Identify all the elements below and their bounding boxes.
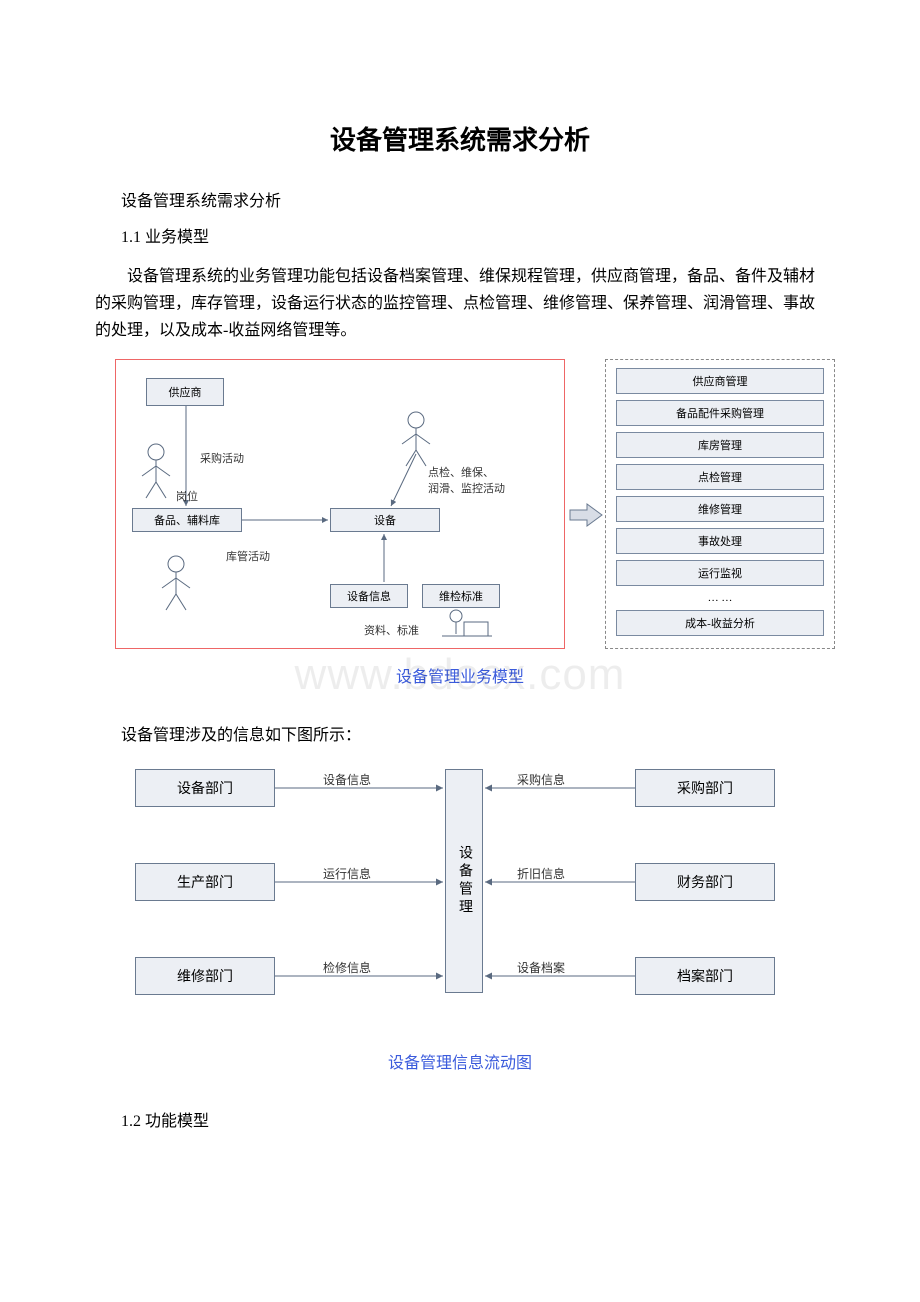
paragraph-1: 设备管理系统的业务管理功能包括设备档案管理、维保规程管理，供应商管理，备品、备件…	[95, 263, 825, 345]
dept-left-生产部门: 生产部门	[135, 863, 275, 901]
right-item-4: 维修管理	[616, 496, 824, 522]
right-item-5: 事故处理	[616, 528, 824, 554]
right-item-3: 点检管理	[616, 464, 824, 490]
box-supplier-label: 供应商	[169, 384, 202, 400]
box-devinfo-label: 设备信息	[347, 588, 391, 604]
lbl-post: 岗位	[176, 488, 198, 504]
box-standard: 维检标准	[422, 584, 500, 608]
dept-left-维修部门: 维修部门	[135, 957, 275, 995]
caption-2: 设备管理信息流动图	[95, 1049, 825, 1073]
business-model-diagram: 供应商 备品、辅料库 设备 设备信息 维检标准 采购活动 岗位 点检、维保、 润…	[115, 359, 835, 649]
right-item-0: 供应商管理	[616, 368, 824, 394]
lbl-kg: 库管活动	[226, 548, 270, 564]
lbl-buy: 采购活动	[200, 450, 244, 466]
right-item-7: … …	[616, 592, 824, 604]
box-supplier: 供应商	[146, 378, 224, 406]
document-page: www.bdocx.com 设备管理系统需求分析 设备管理系统需求分析 1.1 …	[0, 0, 920, 1207]
box-stock-label: 备品、辅料库	[154, 512, 220, 528]
section-2-heading: 1.2 功能模型	[121, 1107, 825, 1131]
right-item-2: 库房管理	[616, 432, 824, 458]
flow-label-采购信息: 采购信息	[517, 771, 565, 788]
box-device-label: 设备	[374, 512, 396, 528]
caption-1: 设备管理业务模型	[95, 663, 825, 687]
box-stock: 备品、辅料库	[132, 508, 242, 532]
box-device: 设备	[330, 508, 440, 532]
dept-right-档案部门: 档案部门	[635, 957, 775, 995]
intro-2: 设备管理涉及的信息如下图所示：	[121, 721, 825, 745]
box-standard-label: 维检标准	[439, 588, 483, 604]
info-flow-diagram: 设备管理 设备部门 设备信息生产部门 运行信息维修部门 检修信息 采购部门 采购信息财务部…	[135, 759, 815, 1009]
dept-right-财务部门: 财务部门	[635, 863, 775, 901]
diagram1-right-panel: 供应商管理备品配件采购管理库房管理点检管理维修管理事故处理运行监视 … … 成本-收…	[605, 359, 835, 649]
diagram1-left-panel: 供应商 备品、辅料库 设备 设备信息 维检标准 采购活动 岗位 点检、维保、 润…	[115, 359, 565, 649]
center-box: 设备管理	[445, 769, 483, 993]
right-item-8: 成本-收益分析	[616, 610, 824, 636]
flow-label-设备信息: 设备信息	[323, 771, 371, 788]
lbl-act2: 润滑、监控活动	[428, 480, 505, 496]
page-title: 设备管理系统需求分析	[95, 120, 825, 157]
dept-left-设备部门: 设备部门	[135, 769, 275, 807]
big-arrow-icon	[569, 503, 603, 527]
section-1-heading: 1.1 业务模型	[121, 223, 825, 247]
flow-label-运行信息: 运行信息	[323, 865, 371, 882]
lbl-act1: 点检、维保、	[428, 464, 494, 480]
lbl-zl: 资料、标准	[364, 622, 419, 638]
page-subtitle: 设备管理系统需求分析	[121, 187, 825, 211]
center-box-label: 设备管理	[454, 845, 474, 917]
flow-label-设备档案: 设备档案	[517, 959, 565, 976]
box-devinfo: 设备信息	[330, 584, 408, 608]
dept-right-采购部门: 采购部门	[635, 769, 775, 807]
flow-label-检修信息: 检修信息	[323, 959, 371, 976]
right-item-1: 备品配件采购管理	[616, 400, 824, 426]
right-item-6: 运行监视	[616, 560, 824, 586]
flow-label-折旧信息: 折旧信息	[517, 865, 565, 882]
